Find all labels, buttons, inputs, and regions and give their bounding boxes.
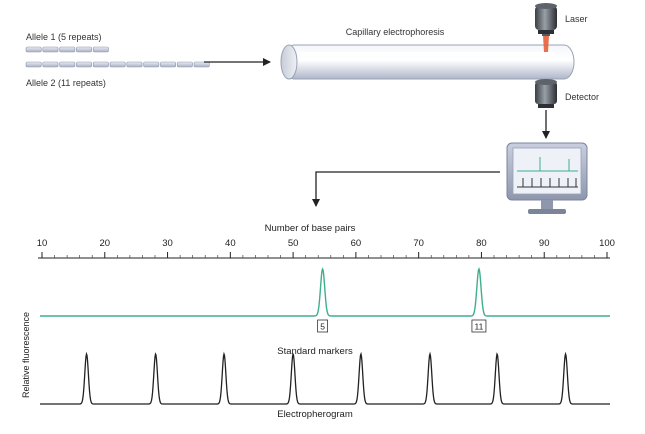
x-tick-label: 90 xyxy=(539,238,550,249)
repeat-unit xyxy=(194,62,209,67)
x-tick-label: 70 xyxy=(413,238,424,249)
x-axis xyxy=(38,252,610,258)
y-axis-label: Relative fluorescence xyxy=(21,312,31,398)
capillary-tube xyxy=(281,45,574,79)
x-tick-label: 50 xyxy=(288,238,299,249)
repeat-unit xyxy=(93,47,108,52)
monitor-icon xyxy=(507,143,587,214)
chart-caption: Electropherogram xyxy=(277,409,353,420)
repeat-unit xyxy=(60,62,75,67)
arrow-to-electropherogram xyxy=(316,172,500,206)
x-tick-label: 10 xyxy=(37,238,48,249)
repeat-unit xyxy=(127,62,142,67)
sample-peak-labels: 5 11 xyxy=(318,320,486,332)
marker-trace-line xyxy=(40,354,610,404)
allele1-label: Allele 1 (5 repeats) xyxy=(26,32,102,42)
laser-beam xyxy=(543,36,549,52)
peak-label: 11 xyxy=(475,322,484,332)
x-axis-title: Number of base pairs xyxy=(265,223,356,234)
series-sample-trace xyxy=(40,269,610,316)
repeat-unit xyxy=(26,47,41,52)
x-tick-label: 20 xyxy=(99,238,110,249)
repeat-unit xyxy=(76,62,91,67)
x-tick-label: 100 xyxy=(599,238,615,249)
allele2-fragment xyxy=(26,62,209,67)
laser-label: Laser xyxy=(565,14,588,24)
laser-device-icon xyxy=(535,3,557,36)
repeat-unit xyxy=(160,62,175,67)
repeat-unit xyxy=(144,62,159,67)
series-standard-markers-trace xyxy=(40,354,610,404)
repeat-unit xyxy=(76,47,91,52)
x-tick-label: 30 xyxy=(162,238,173,249)
allele1-fragment xyxy=(26,47,109,52)
sample-trace-line xyxy=(40,269,610,316)
repeat-unit xyxy=(110,62,125,67)
peak-label: 5 xyxy=(320,322,325,332)
repeat-unit xyxy=(26,62,41,67)
allele2-label: Allele 2 (11 repeats) xyxy=(26,78,106,88)
x-tick-label: 60 xyxy=(351,238,362,249)
x-tick-label: 80 xyxy=(476,238,487,249)
x-tick-label: 40 xyxy=(225,238,236,249)
repeat-unit xyxy=(43,47,58,52)
capillary-label: Capillary electrophoresis xyxy=(346,27,445,37)
detector-device-icon xyxy=(535,79,557,108)
standard-markers-label: Standard markers xyxy=(277,346,353,357)
repeat-unit xyxy=(93,62,108,67)
repeat-unit xyxy=(177,62,192,67)
repeat-unit xyxy=(43,62,58,67)
repeat-unit xyxy=(60,47,75,52)
detector-label: Detector xyxy=(565,92,599,102)
x-tick-labels: 10 20 30 40 50 60 70 80 90 100 xyxy=(37,238,615,249)
